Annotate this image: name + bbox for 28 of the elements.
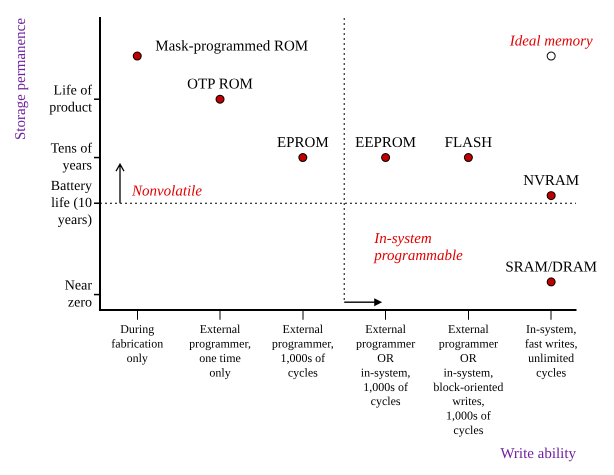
x-axis-title: Write ability (500, 446, 576, 462)
annotation: Nonvolatile (131, 184, 202, 200)
x-tick-label: External programmer OR in-system, 1,000s of cycles (356, 322, 416, 408)
annotation: OTP ROM (187, 76, 253, 93)
point (464, 153, 473, 162)
annotation: SRAM/DRAM (505, 259, 598, 276)
text: Tens of years (50, 142, 92, 174)
x-tick-label: During fabrication only (111, 322, 164, 365)
text: Life of product (49, 83, 92, 116)
point (132, 52, 142, 61)
annotation: FLASH (444, 134, 492, 151)
annotation: EEPROM (355, 134, 416, 151)
x-tick-label: External programmer, one time only (189, 322, 251, 380)
annotation: EPROM (276, 134, 329, 151)
text: Near zero (64, 278, 92, 311)
annotation: In-system programmable (373, 230, 464, 264)
x-tick-label: External programmer, 1,000s of cycles (272, 322, 334, 380)
point (546, 191, 556, 200)
point (216, 94, 225, 104)
x-tick-label: In-system, fast writes, unlimited cycles (524, 322, 578, 380)
y-axis-title: Storage permanence (12, 18, 29, 140)
x-tick-label: External programmer OR in-system, block-oriented writes, 1,000s of cycles (433, 322, 504, 437)
point (298, 153, 308, 162)
annotation: Mask-programmed ROM (155, 38, 308, 54)
text: Battery life (10 years) (50, 178, 92, 228)
annotation: NVRAM (523, 173, 580, 190)
point (381, 153, 390, 162)
series-label: Ideal memory (508, 34, 593, 50)
